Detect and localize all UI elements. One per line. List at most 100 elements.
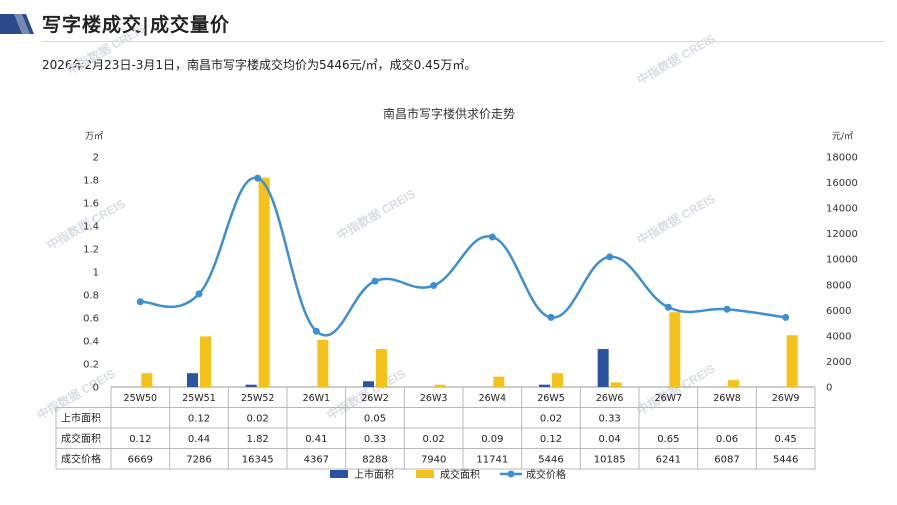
table-cell-value: 7940 bbox=[421, 455, 446, 466]
price-point bbox=[664, 303, 672, 311]
bar-deal-area bbox=[610, 382, 622, 387]
price-line-layer bbox=[136, 174, 790, 337]
price-point bbox=[195, 290, 203, 298]
category-label: 25W50 bbox=[124, 393, 158, 404]
bar-listed-area bbox=[597, 349, 609, 387]
right-tick-label: 0 bbox=[826, 383, 832, 394]
table-cell-value: 0.65 bbox=[657, 434, 679, 445]
left-tick-label: 2 bbox=[93, 153, 99, 164]
left-axis-unit: 万㎡ bbox=[85, 131, 103, 142]
price-point bbox=[430, 282, 438, 290]
left-tick-label: 0.4 bbox=[83, 337, 99, 348]
table-cell-value: 0.41 bbox=[305, 434, 327, 445]
data-table: 25W50 25W51 25W52 26W1 26W2 26W3 26W4 26W5 26W6 2… bbox=[55, 387, 816, 470]
category-label: 26W1 bbox=[303, 393, 331, 404]
category-label: 26W7 bbox=[655, 393, 683, 404]
bar-deal-area bbox=[552, 373, 563, 387]
table-cell-value: 0.06 bbox=[716, 434, 738, 445]
price-point bbox=[488, 233, 496, 241]
legend-label: 上市面积 bbox=[354, 468, 394, 481]
bar-listed-area bbox=[363, 381, 374, 387]
category-label: 25W51 bbox=[182, 393, 216, 404]
table-cell-value: 6669 bbox=[128, 455, 153, 466]
table-cell-value: 0.33 bbox=[599, 414, 621, 425]
legend-swatch bbox=[416, 470, 434, 478]
bars-layer bbox=[141, 177, 798, 387]
bar-deal-area bbox=[376, 349, 387, 387]
bar-deal-area bbox=[258, 177, 270, 387]
category-label: 26W3 bbox=[420, 393, 448, 404]
left-tick-label: 1.2 bbox=[83, 245, 99, 256]
price-point bbox=[312, 327, 320, 335]
bar-deal-area bbox=[493, 376, 505, 387]
legend-swatch bbox=[330, 470, 348, 478]
left-tick-label: 1.6 bbox=[83, 199, 99, 210]
left-tick-label: 1.8 bbox=[83, 176, 99, 187]
title-accent-icon bbox=[0, 14, 34, 34]
bar-deal-area bbox=[200, 336, 211, 387]
left-tick-label: 0.6 bbox=[83, 314, 99, 325]
title-divider bbox=[42, 41, 885, 42]
left-tick-label: 0 bbox=[93, 383, 99, 394]
bar-deal-area bbox=[141, 373, 153, 387]
table-cell-value: 0.12 bbox=[129, 434, 151, 445]
price-point bbox=[782, 313, 790, 321]
right-tick-label: 12000 bbox=[826, 229, 858, 240]
left-tick-label: 0.2 bbox=[83, 360, 99, 371]
chart-title: 南昌市写字楼供求价走势 bbox=[383, 106, 515, 121]
table-row-label: 成交价格 bbox=[61, 453, 101, 466]
bar-deal-area bbox=[317, 339, 329, 387]
right-tick-label: 2000 bbox=[826, 357, 851, 368]
table-cell-value: 10185 bbox=[594, 455, 626, 466]
right-tick-label: 18000 bbox=[826, 153, 858, 164]
legend-swatch bbox=[507, 470, 515, 478]
table-cell-value: 0.02 bbox=[540, 414, 562, 425]
right-tick-label: 8000 bbox=[826, 280, 851, 291]
category-label: 26W4 bbox=[479, 393, 507, 404]
table-cell-value: 0.05 bbox=[364, 414, 386, 425]
category-label: 26W6 bbox=[596, 393, 624, 404]
table-cell-value: 5446 bbox=[538, 455, 563, 466]
watermark-text: 中指数据 CREIS bbox=[64, 21, 148, 78]
watermark-text: 中指数据 CREIS bbox=[634, 31, 718, 88]
price-point bbox=[254, 174, 262, 182]
table-cell-value: 0.33 bbox=[364, 434, 386, 445]
price-point bbox=[547, 313, 555, 321]
price-point bbox=[371, 277, 379, 285]
table-cell-value: 7286 bbox=[186, 455, 211, 466]
table-cell-value: 5446 bbox=[773, 455, 798, 466]
table-row-label: 上市面积 bbox=[61, 412, 101, 425]
table-cell-value: 0.44 bbox=[188, 434, 210, 445]
watermark-text: 中指数据 CREIS bbox=[334, 186, 418, 243]
left-tick-label: 1 bbox=[93, 268, 99, 279]
table-cell-value: 0.09 bbox=[481, 434, 503, 445]
price-point bbox=[136, 298, 144, 306]
left-tick-label: 1.4 bbox=[83, 222, 99, 233]
category-label: 26W8 bbox=[713, 393, 741, 404]
legend: 上市面积 成交面积 成交价格 bbox=[330, 468, 566, 481]
page-title: 写字楼成交|成交量价 bbox=[42, 14, 230, 36]
table-cell-value: 0.45 bbox=[775, 434, 797, 445]
table-row-label: 成交面积 bbox=[61, 432, 101, 445]
right-tick-label: 14000 bbox=[826, 204, 858, 215]
table-cell-value: 0.12 bbox=[540, 434, 562, 445]
table-cell-value: 0.04 bbox=[599, 434, 621, 445]
left-tick-label: 0.8 bbox=[83, 291, 99, 302]
watermark-layer: 中指数据 CREIS 中指数据 CREIS 中指数据 CREIS 中指数据 CREIS… bbox=[34, 21, 718, 423]
table-cell-value: 11741 bbox=[476, 455, 508, 466]
summary-text: 2026年2月23日-3月1日，南昌市写字楼成交均价为5446元/㎡，成交0.4… bbox=[42, 58, 477, 72]
bar-deal-area bbox=[669, 312, 681, 387]
bar-deal-area bbox=[786, 335, 798, 387]
bar-deal-area bbox=[434, 384, 446, 387]
bar-listed-area bbox=[187, 373, 198, 387]
table-cell-value: 1.82 bbox=[247, 434, 269, 445]
price-point bbox=[606, 253, 614, 261]
table-cell-value: 4367 bbox=[304, 455, 329, 466]
table-cell-value: 0.02 bbox=[247, 414, 269, 425]
watermark-text: 中指数据 CREIS bbox=[634, 191, 718, 248]
table-cell-value: 6241 bbox=[656, 455, 681, 466]
right-tick-label: 16000 bbox=[826, 178, 858, 189]
category-label: 25W52 bbox=[241, 393, 275, 404]
table-cell-value: 6087 bbox=[714, 455, 739, 466]
